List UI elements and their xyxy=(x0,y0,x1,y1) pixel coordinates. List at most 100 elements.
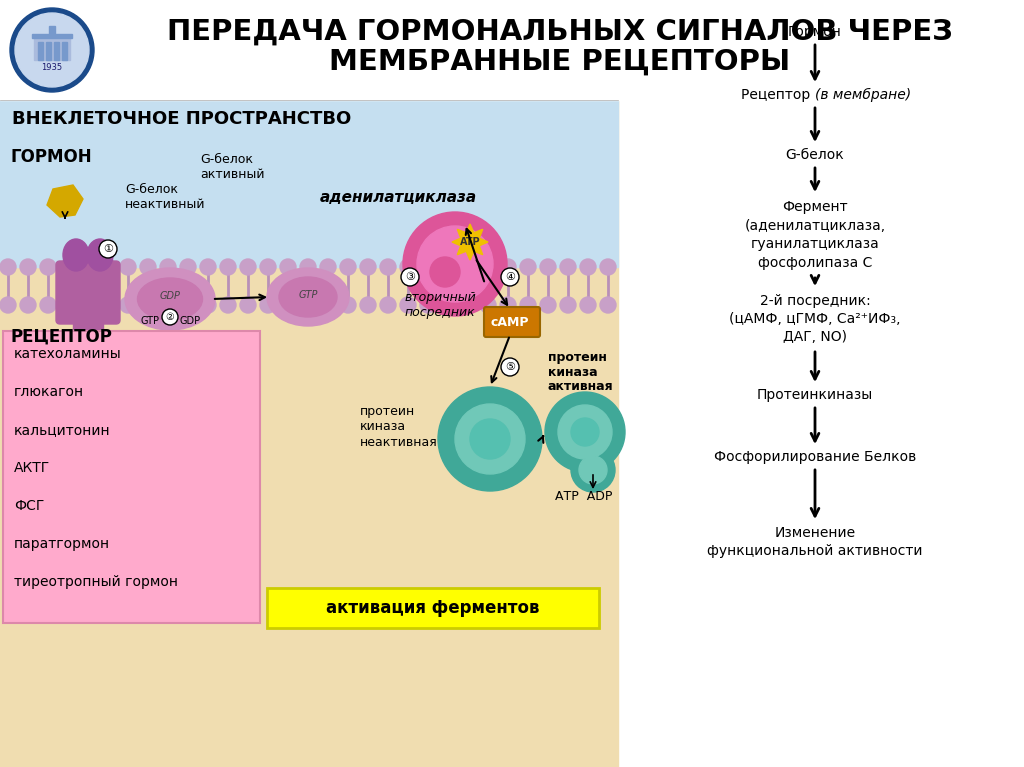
FancyBboxPatch shape xyxy=(56,261,120,324)
Circle shape xyxy=(460,297,476,313)
Circle shape xyxy=(100,259,116,275)
Circle shape xyxy=(140,297,156,313)
Circle shape xyxy=(501,358,519,376)
Text: G-белок: G-белок xyxy=(785,148,845,162)
Circle shape xyxy=(160,297,176,313)
Text: Рецептор: Рецептор xyxy=(741,88,815,102)
Circle shape xyxy=(470,419,510,459)
Bar xyxy=(0,0,1024,100)
Circle shape xyxy=(430,257,460,287)
Bar xyxy=(0,100,618,267)
Text: протеин
киназа
активная: протеин киназа активная xyxy=(548,351,613,393)
Circle shape xyxy=(540,297,556,313)
Text: ГОРМОН: ГОРМОН xyxy=(10,148,91,166)
Text: аденилатциклаза: аденилатциклаза xyxy=(319,189,477,205)
Bar xyxy=(54,42,59,60)
Circle shape xyxy=(600,259,616,275)
Circle shape xyxy=(420,259,436,275)
Circle shape xyxy=(120,297,136,313)
Circle shape xyxy=(360,297,376,313)
Text: (в мембране): (в мембране) xyxy=(815,88,911,102)
Text: Фермент
(аденилатциклаза,
гуанилатциклаза
фосфолипаза С: Фермент (аденилатциклаза, гуанилатциклаз… xyxy=(744,200,886,269)
Circle shape xyxy=(180,259,196,275)
Circle shape xyxy=(180,297,196,313)
Circle shape xyxy=(455,404,525,474)
Text: Гормон: Гормон xyxy=(788,25,842,39)
Text: GDP: GDP xyxy=(160,291,180,301)
Circle shape xyxy=(417,226,493,302)
Text: 1935: 1935 xyxy=(41,64,62,73)
Text: активация ферментов: активация ферментов xyxy=(327,599,540,617)
Circle shape xyxy=(440,259,456,275)
Circle shape xyxy=(200,259,216,275)
Circle shape xyxy=(162,309,178,325)
Circle shape xyxy=(580,259,596,275)
Bar xyxy=(38,42,43,60)
Text: Протеинкиназы: Протеинкиназы xyxy=(757,388,873,402)
Text: паратгормон: паратгормон xyxy=(14,537,111,551)
Circle shape xyxy=(10,8,94,92)
Bar xyxy=(32,34,72,38)
Polygon shape xyxy=(47,185,83,217)
Text: GDP: GDP xyxy=(179,316,201,326)
Circle shape xyxy=(0,259,16,275)
Bar xyxy=(625,0,1024,767)
Bar xyxy=(62,42,67,60)
Circle shape xyxy=(545,392,625,472)
Circle shape xyxy=(360,259,376,275)
Circle shape xyxy=(403,212,507,316)
Text: АТР  ADP: АТР ADP xyxy=(555,491,612,503)
Circle shape xyxy=(600,297,616,313)
Text: ④: ④ xyxy=(505,272,515,282)
Bar xyxy=(49,26,55,34)
Circle shape xyxy=(420,297,436,313)
Text: ФСГ: ФСГ xyxy=(14,499,44,513)
Circle shape xyxy=(40,297,56,313)
Circle shape xyxy=(60,259,76,275)
Circle shape xyxy=(40,259,56,275)
Bar xyxy=(46,42,51,60)
Circle shape xyxy=(440,297,456,313)
Circle shape xyxy=(500,297,516,313)
Text: 2-й посредник:
(цАМФ, цГМФ, Ca²⁺ИФ₃,
ДАГ, NO): 2-й посредник: (цАМФ, цГМФ, Ca²⁺ИФ₃, ДАГ… xyxy=(729,294,901,344)
Text: ПЕРЕДАЧА ГОРМОНАЛЬНЫХ СИГНАЛОВ ЧЕРЕЗ: ПЕРЕДАЧА ГОРМОНАЛЬНЫХ СИГНАЛОВ ЧЕРЕЗ xyxy=(167,18,953,46)
Circle shape xyxy=(319,297,336,313)
Text: Фосфорилирование Белков: Фосфорилирование Белков xyxy=(714,450,916,464)
Text: ②: ② xyxy=(166,312,174,322)
FancyBboxPatch shape xyxy=(267,588,599,628)
Circle shape xyxy=(80,259,96,275)
Circle shape xyxy=(200,297,216,313)
Circle shape xyxy=(240,297,256,313)
Text: GTP: GTP xyxy=(140,316,160,326)
Circle shape xyxy=(99,240,117,258)
Bar xyxy=(34,38,70,60)
Circle shape xyxy=(100,297,116,313)
Circle shape xyxy=(0,297,16,313)
Text: G-белок
неактивный: G-белок неактивный xyxy=(125,183,206,211)
Text: глюкагон: глюкагон xyxy=(14,385,84,399)
Circle shape xyxy=(480,297,496,313)
Text: протеин
киназа
неактивная: протеин киназа неактивная xyxy=(360,406,437,449)
Text: ⑤: ⑤ xyxy=(505,362,515,372)
Text: GTP: GTP xyxy=(298,290,317,300)
Circle shape xyxy=(571,448,615,492)
Text: вторичный
посредник: вторичный посредник xyxy=(406,291,477,319)
Circle shape xyxy=(120,259,136,275)
Circle shape xyxy=(380,259,396,275)
Text: ①: ① xyxy=(103,244,113,254)
Circle shape xyxy=(401,268,419,286)
Circle shape xyxy=(580,297,596,313)
Circle shape xyxy=(520,297,536,313)
Text: ATP: ATP xyxy=(460,237,480,247)
Circle shape xyxy=(380,297,396,313)
Circle shape xyxy=(20,297,36,313)
Polygon shape xyxy=(452,224,488,260)
Circle shape xyxy=(400,297,416,313)
Circle shape xyxy=(80,297,96,313)
Text: кальцитонин: кальцитонин xyxy=(14,423,111,437)
Text: ВНЕКЛЕТОЧНОЕ ПРОСТРАНСТВО: ВНЕКЛЕТОЧНОЕ ПРОСТРАНСТВО xyxy=(12,110,351,128)
Circle shape xyxy=(579,456,607,484)
Bar xyxy=(0,100,618,767)
FancyBboxPatch shape xyxy=(484,307,540,337)
Circle shape xyxy=(15,13,89,87)
